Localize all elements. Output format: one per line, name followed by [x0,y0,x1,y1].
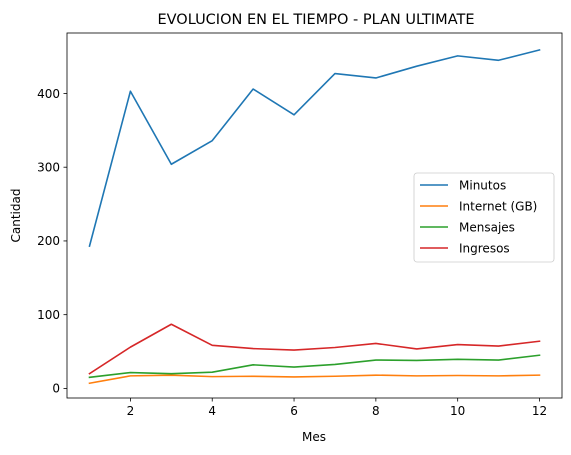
x-tick-label: 4 [208,404,216,418]
x-tick-label: 12 [532,404,547,418]
chart-title: EVOLUCION EN EL TIEMPO - PLAN ULTIMATE [157,12,474,28]
legend-label-3: Ingresos [459,241,510,255]
y-tick-label: 400 [37,87,60,101]
x-tick-label: 2 [127,404,135,418]
legend-label-0: Minutos [459,178,506,192]
x-tick-label: 8 [372,404,380,418]
legend-label-2: Mensajes [459,220,515,234]
legend-box [413,172,555,263]
y-tick-label: 200 [37,234,60,248]
plot-lines [88,48,541,385]
x-axis-label: Mes [302,430,326,444]
y-axis-label: Cantidad [9,189,23,243]
x-tick-label: 10 [450,404,465,418]
legend: Minutos Internet (GB) Mensajes Ingresos [413,172,555,263]
series-line-3 [88,323,541,375]
series-line-1 [88,374,541,385]
series-line-2 [88,354,541,379]
y-tick-label: 100 [37,308,60,322]
axes-frame [66,32,563,399]
legend-label-1: Internet (GB) [459,199,537,213]
series-line-0 [88,48,541,248]
x-tick-label: 6 [290,404,298,418]
x-axis: 2 4 6 8 10 12 [127,398,547,418]
y-axis: 0 100 200 300 400 [37,87,67,396]
y-tick-label: 300 [37,161,60,175]
y-tick-label: 0 [52,382,60,396]
